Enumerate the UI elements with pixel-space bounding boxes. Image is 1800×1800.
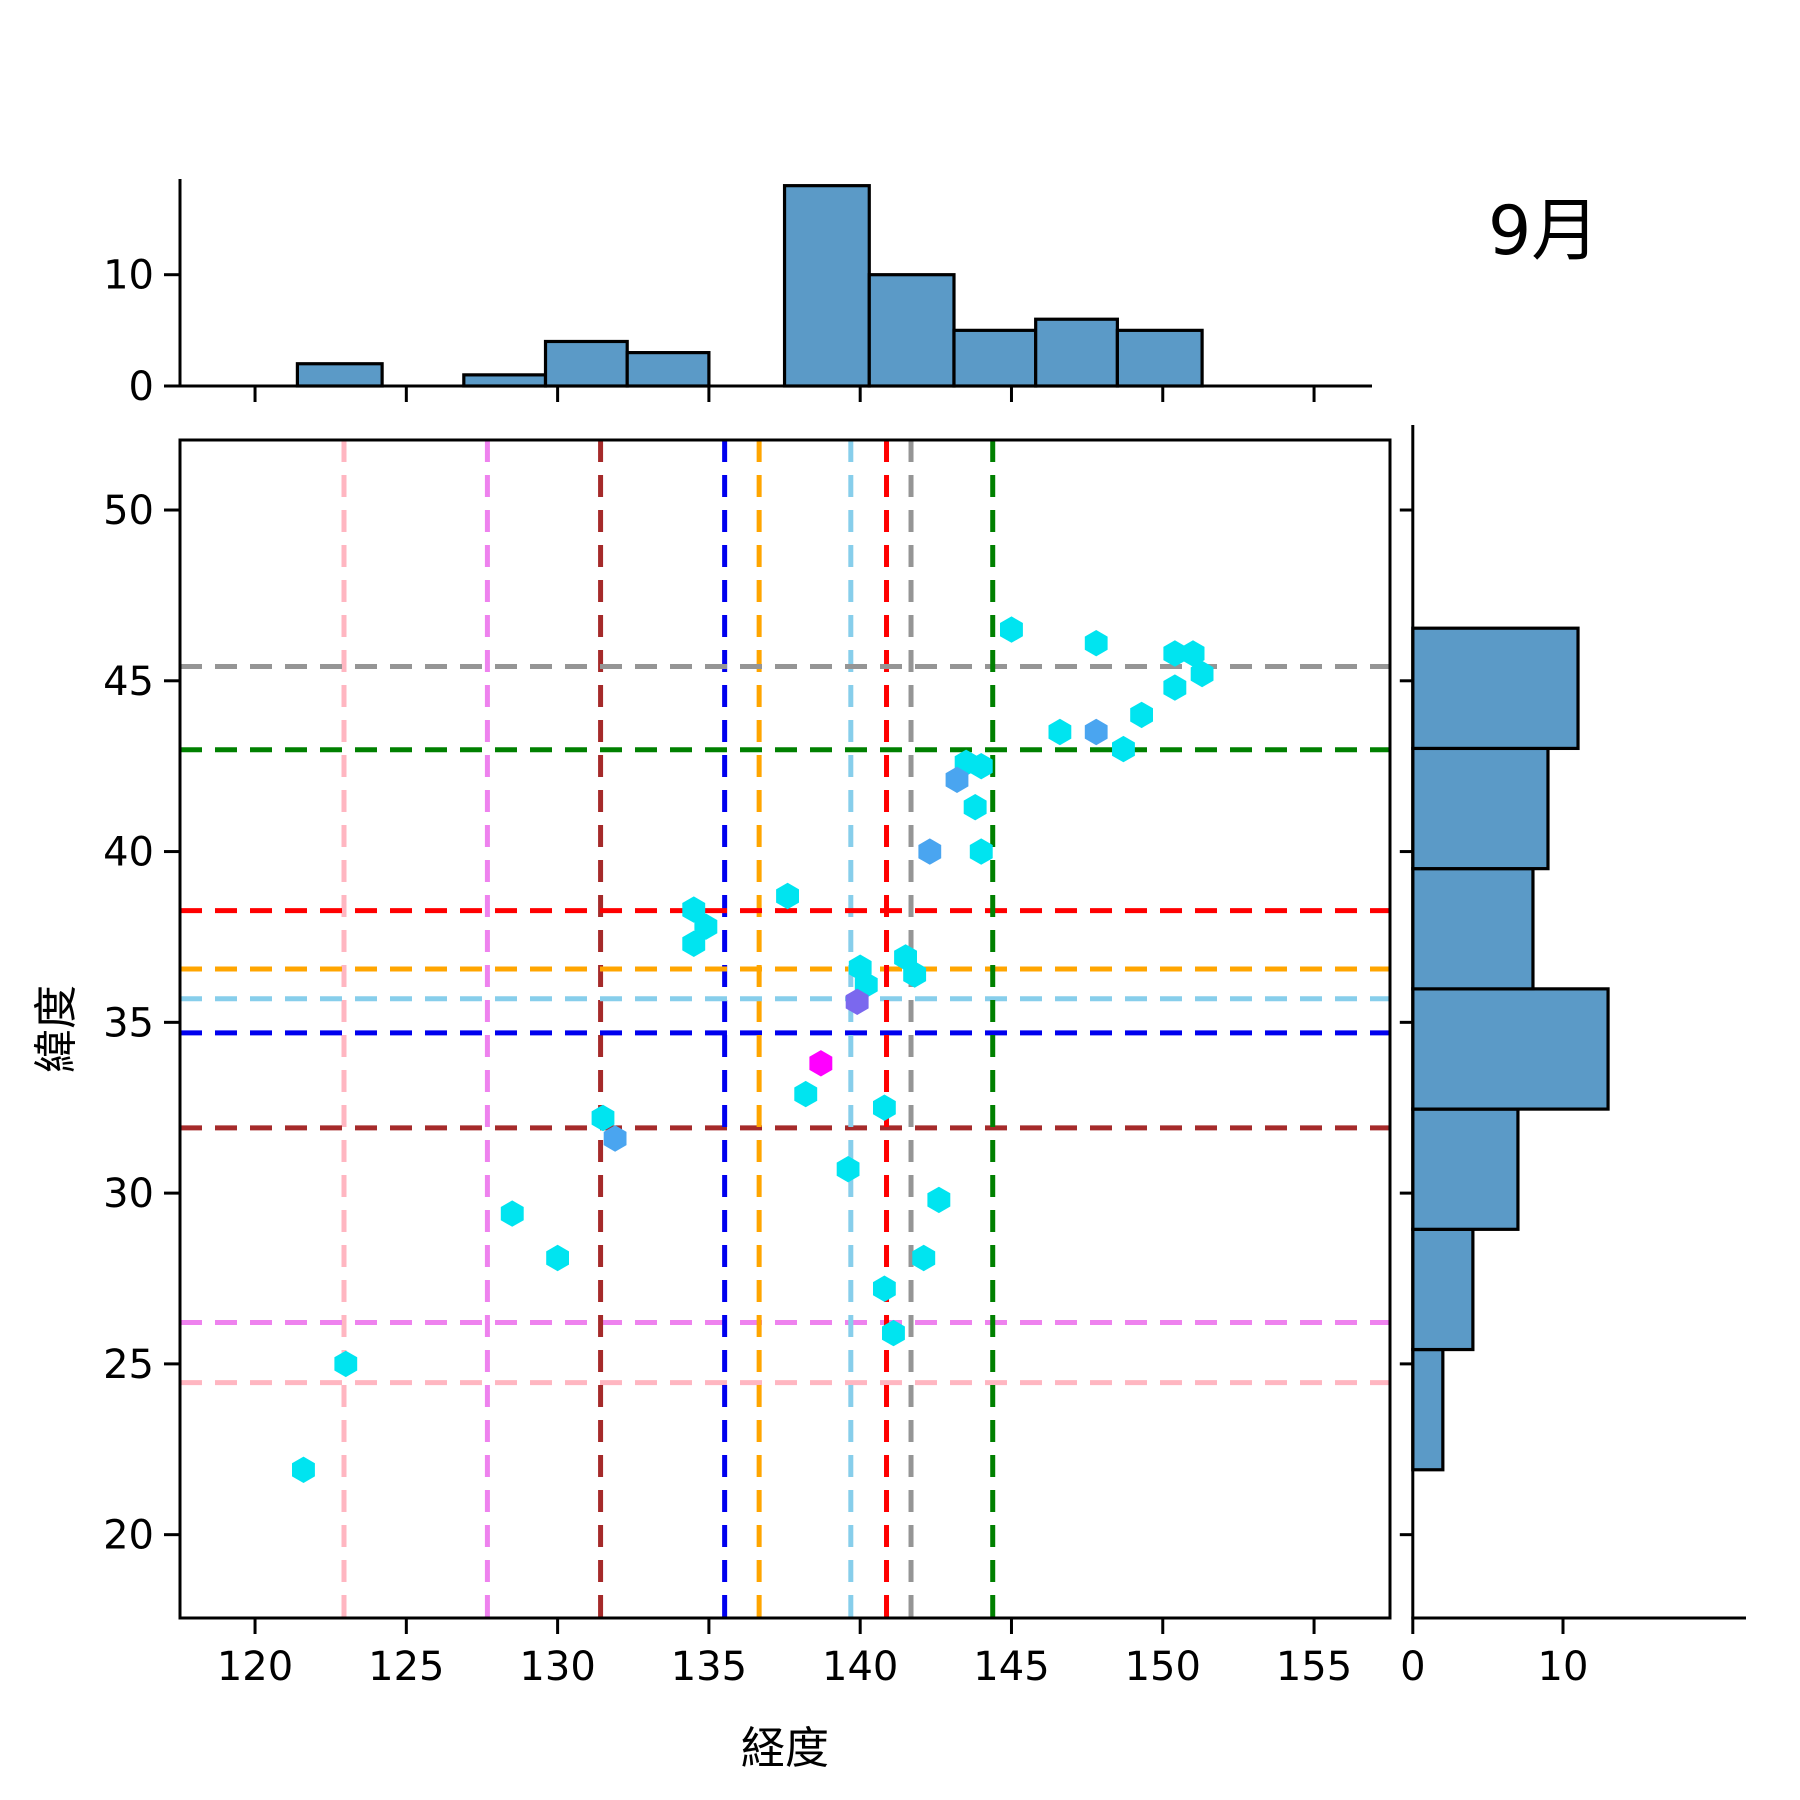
main-axes: 120 125 130 135 140 145 150 155 20 25 30 35 40 45 50 (103, 438, 1392, 1690)
tick-label: 130 (519, 1644, 595, 1690)
scatter-point (903, 961, 927, 988)
tick-label: 40 (103, 830, 154, 876)
scatter-point (1130, 701, 1153, 729)
tick-label: 145 (973, 1644, 1049, 1690)
scatter-point (591, 1104, 615, 1132)
tick-label: 0 (1400, 1644, 1425, 1690)
scatter-point (776, 882, 799, 910)
scatter-point (682, 930, 706, 957)
tick-label: 30 (103, 1171, 154, 1217)
hist-bar (1411, 987, 1610, 1111)
page-title: 9月 (1488, 192, 1600, 271)
scatter-point (1084, 630, 1108, 657)
y-axis-label: 緯度 (31, 985, 82, 1073)
right-histogram: 0 10 (1399, 425, 1746, 1690)
scatter-point (1000, 616, 1023, 643)
scatter-point (1112, 735, 1135, 763)
tick-label: 0 (129, 364, 154, 410)
scatter-point (882, 1319, 905, 1347)
scatter-point (1163, 640, 1187, 667)
scatter-point (292, 1456, 315, 1483)
hist-bar (462, 373, 548, 388)
scatter-point (927, 1186, 951, 1214)
tick-label: 25 (103, 1342, 154, 1388)
scatter-point (836, 1156, 860, 1183)
scatter-point (845, 988, 869, 1015)
hist-bar (1411, 1107, 1520, 1231)
x-axis-label: 経度 (741, 1723, 829, 1774)
tick-label: 35 (103, 1000, 154, 1046)
tick-label: 140 (822, 1644, 898, 1690)
scatter-point (873, 1094, 896, 1121)
scatter-point (809, 1050, 833, 1077)
axes-frame (178, 438, 1392, 1620)
tick-label: 50 (103, 488, 154, 534)
scatter-point (1181, 640, 1205, 667)
tick-label: 135 (671, 1644, 747, 1690)
scatter-layer (292, 616, 1214, 1483)
hist-bar (1411, 626, 1580, 751)
scatter-point (794, 1080, 818, 1108)
tick-label: 120 (217, 1644, 293, 1690)
scatter-point (969, 753, 993, 780)
scatter-point (682, 896, 706, 923)
scatter-point (912, 1244, 936, 1272)
scatter-point (969, 838, 993, 865)
scatter-point (1163, 674, 1187, 701)
tick-label: 45 (103, 659, 154, 705)
hist-bar (1115, 328, 1204, 388)
scatter-point (694, 913, 718, 940)
scatter-point (603, 1125, 627, 1152)
tick-label: 10 (1538, 1644, 1589, 1690)
scatter-point (963, 794, 987, 821)
scatter-point (1190, 660, 1214, 688)
scatter-point (1084, 718, 1108, 746)
hist-bar (782, 184, 871, 388)
crosshair-layer (180, 440, 1390, 1618)
hist-bar (543, 339, 629, 388)
hist-bar (295, 362, 384, 388)
hist-bar (952, 328, 1038, 388)
tick-label: 125 (368, 1644, 444, 1690)
hist-bar (1411, 1347, 1445, 1472)
scatter-point (500, 1200, 524, 1227)
scatter-point (546, 1244, 569, 1272)
hist-bar (625, 351, 711, 388)
scatter-point (873, 1275, 896, 1302)
scatter-point (918, 838, 942, 865)
scatter-point (334, 1350, 358, 1378)
hist-bar (1411, 1227, 1475, 1352)
hist-bar (867, 273, 956, 388)
scatter-point (945, 766, 969, 793)
tick-label: 155 (1276, 1644, 1352, 1690)
tick-label: 10 (103, 253, 154, 299)
hist-bar (1034, 317, 1119, 388)
tick-label: 150 (1125, 1644, 1201, 1690)
hist-bar (1411, 867, 1535, 991)
top-histogram: 0 10 (103, 179, 1372, 410)
tick-label: 20 (103, 1513, 154, 1559)
scatter-point (1048, 718, 1072, 746)
hist-bar (1411, 746, 1550, 871)
